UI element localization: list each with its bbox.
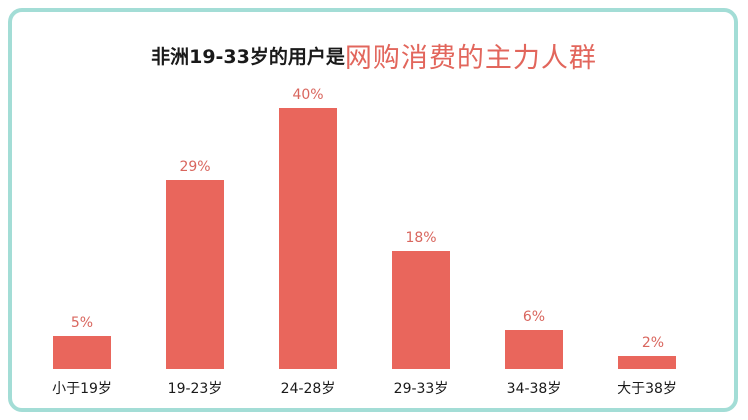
category-label: 大于38岁 <box>617 381 677 397</box>
value-label: 2% <box>641 335 665 351</box>
category-label: 24-28岁 <box>280 381 336 397</box>
value-label: 6% <box>522 309 546 325</box>
category-label: 29-33岁 <box>393 381 449 397</box>
title-highlight: 网购消费的主力人群 <box>344 43 597 74</box>
category-label: 小于19岁 <box>52 381 112 397</box>
bar <box>505 330 563 369</box>
bar <box>53 336 111 369</box>
title-prefix: 非洲19-33岁的用户是 <box>151 46 345 68</box>
value-label: 29% <box>179 159 211 175</box>
chart-frame <box>8 8 738 412</box>
category-label: 19-23岁 <box>167 381 223 397</box>
bar <box>618 356 676 369</box>
bar <box>279 108 337 369</box>
value-label: 18% <box>405 230 437 246</box>
value-label: 5% <box>70 315 94 331</box>
category-label: 34-38岁 <box>506 381 562 397</box>
bar <box>392 251 450 369</box>
bar <box>166 180 224 369</box>
value-label: 40% <box>292 87 324 103</box>
chart-title: 非洲19-33岁的用户是网购消费的主力人群 <box>0 36 748 75</box>
